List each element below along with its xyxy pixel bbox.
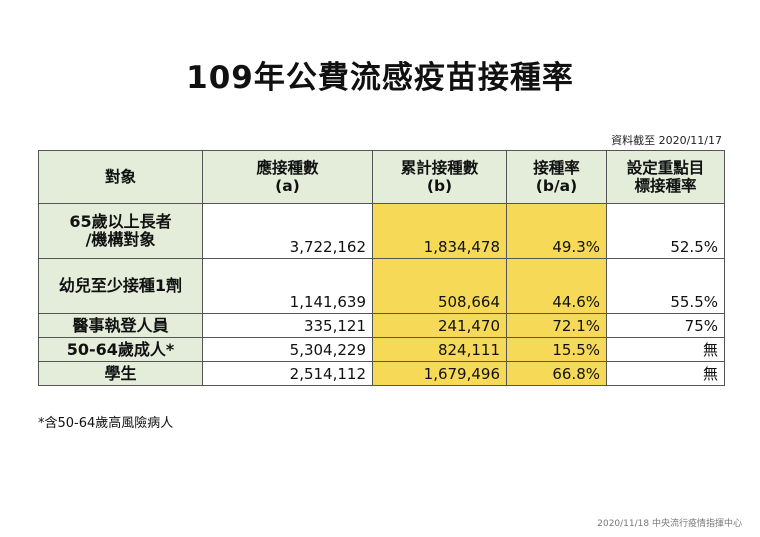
row-group-label: 65歲以上長者 /機構對象 xyxy=(38,203,203,259)
cumulative-cell: 508,664 xyxy=(372,258,507,314)
rate-cell: 66.8% xyxy=(506,361,607,386)
cumulative-cell: 241,470 xyxy=(372,313,507,338)
cumulative-cell: 1,834,478 xyxy=(372,203,507,259)
cumulative-cell: 1,679,496 xyxy=(372,361,507,386)
rate-cell: 72.1% xyxy=(506,313,607,338)
row-group-label: 學生 xyxy=(38,361,203,386)
page-title: 109年公費流感疫苗接種率 xyxy=(186,60,574,96)
footer-source: 2020/11/18 中央流行疫情指揮中心 xyxy=(597,519,742,529)
eligible-cell: 5,304,229 xyxy=(202,337,373,362)
header-line: 對象 xyxy=(104,168,136,186)
header-line: 應接種數 xyxy=(256,159,319,177)
eligible-cell: 335,121 xyxy=(202,313,373,338)
group-label-line: /機構對象 xyxy=(85,230,156,249)
row-group-label: 醫事執登人員 xyxy=(38,313,203,338)
vaccination-rate-table: 對象 應接種數 (a) 累計接種數 (b) 接種率 (b/a) 設定重點目 標接… xyxy=(38,150,725,386)
header-vaccination-rate: 接種率 (b/a) xyxy=(506,150,607,204)
group-label-line: 學生 xyxy=(104,363,137,383)
table-row: 醫事執登人員 335,121 241,470 72.1% 75% xyxy=(38,313,725,338)
footnote: *含50-64歲高風險病人 xyxy=(38,416,174,431)
header-line: 累計接種數 xyxy=(400,159,479,177)
group-label-line: 幼兒至少接種1劑 xyxy=(58,276,183,295)
table-row: 50-64歲成人* 5,304,229 824,111 15.5% 無 xyxy=(38,337,725,362)
data-as-of-date: 資料截至 2020/11/17 xyxy=(611,134,722,147)
table-row: 幼兒至少接種1劑 1,141,639 508,664 44.6% 55.5% xyxy=(38,258,725,314)
header-line: (b) xyxy=(426,177,453,195)
eligible-cell: 2,514,112 xyxy=(202,361,373,386)
header-line: 接種率 xyxy=(533,159,580,177)
header-eligible-count: 應接種數 (a) xyxy=(202,150,373,204)
row-group-label: 幼兒至少接種1劑 xyxy=(38,258,203,314)
group-label-line: 65歲以上長者 xyxy=(69,212,172,231)
target-cell: 無 xyxy=(606,361,725,386)
target-cell: 75% xyxy=(606,313,725,338)
header-target-group: 對象 xyxy=(38,150,203,204)
header-target-rate: 設定重點目 標接種率 xyxy=(606,150,725,204)
rate-cell: 49.3% xyxy=(506,203,607,259)
row-group-label: 50-64歲成人* xyxy=(38,337,203,362)
table-row: 學生 2,514,112 1,679,496 66.8% 無 xyxy=(38,361,725,386)
header-line: 標接種率 xyxy=(634,177,697,195)
header-cumulative-count: 累計接種數 (b) xyxy=(372,150,507,204)
rate-cell: 44.6% xyxy=(506,258,607,314)
table-header-row: 對象 應接種數 (a) 累計接種數 (b) 接種率 (b/a) 設定重點目 標接… xyxy=(38,150,725,204)
cumulative-cell: 824,111 xyxy=(372,337,507,362)
header-line: (b/a) xyxy=(535,177,578,195)
target-cell: 55.5% xyxy=(606,258,725,314)
rate-cell: 15.5% xyxy=(506,337,607,362)
table-row: 65歲以上長者 /機構對象 3,722,162 1,834,478 49.3% … xyxy=(38,203,725,259)
group-label-line: 醫事執登人員 xyxy=(72,315,169,335)
eligible-cell: 1,141,639 xyxy=(202,258,373,314)
header-line: 設定重點目 xyxy=(626,159,705,177)
target-cell: 無 xyxy=(606,337,725,362)
target-cell: 52.5% xyxy=(606,203,725,259)
group-label-line: 50-64歲成人* xyxy=(66,339,175,359)
eligible-cell: 3,722,162 xyxy=(202,203,373,259)
header-line: (a) xyxy=(275,177,300,195)
